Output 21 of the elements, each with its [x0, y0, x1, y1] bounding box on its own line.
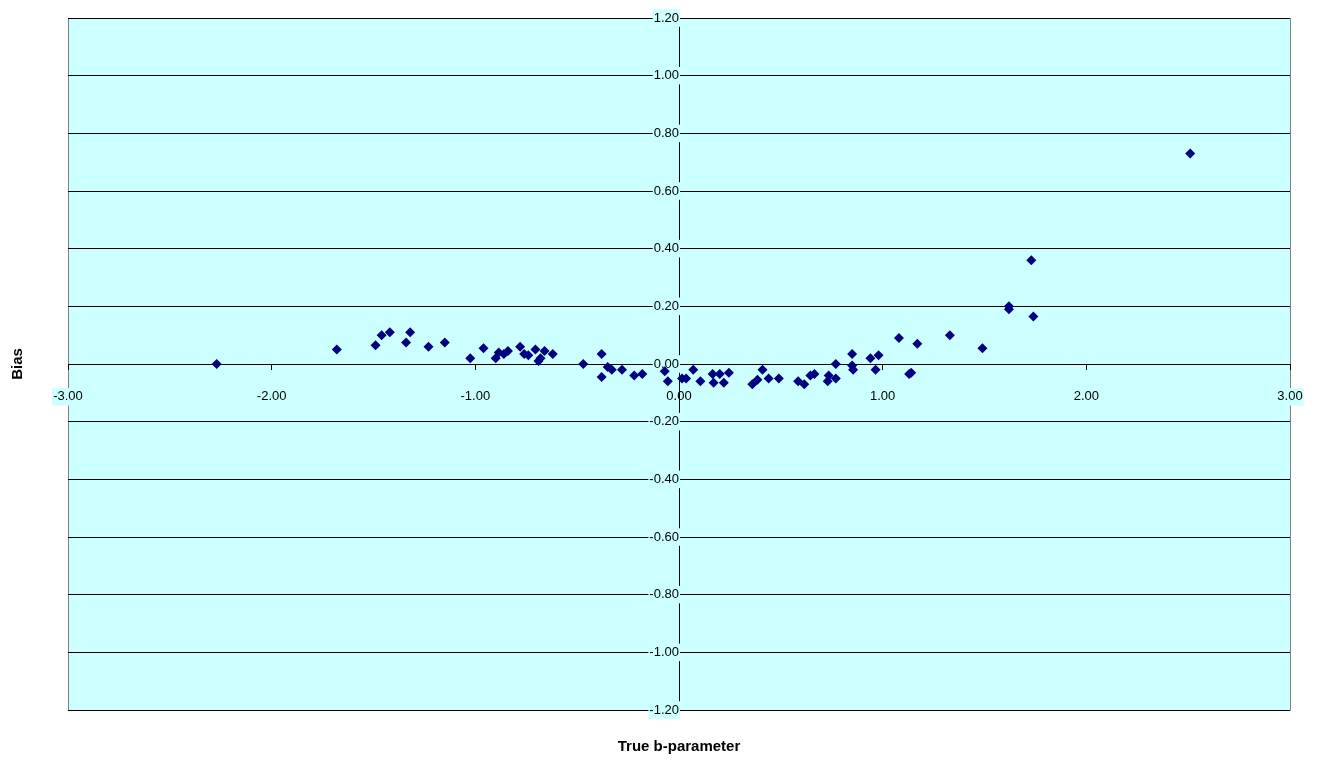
y-tick-label: -0.20: [649, 413, 679, 429]
x-tick-label: -2.00: [256, 388, 287, 404]
y-tick-label: -0.80: [649, 586, 679, 602]
y-tick-label: -1.00: [649, 643, 679, 659]
y-axis-title: Bias: [8, 348, 26, 380]
x-tick-label: 2.00: [1073, 388, 1099, 404]
x-tick-label: 3.00: [1277, 388, 1303, 404]
y-tick-label: 1.00: [653, 67, 679, 83]
y-tick-label: 0.00: [653, 355, 679, 371]
x-tick-label: -1.00: [460, 388, 491, 404]
y-tick-label: 0.20: [653, 297, 679, 313]
y-tick-label: -0.60: [649, 528, 679, 544]
y-tick-label: 0.60: [653, 182, 679, 198]
y-tick-label: -0.40: [649, 470, 679, 486]
x-axis-title: True b-parameter: [617, 737, 741, 755]
y-tick-label: -1.20: [649, 701, 679, 717]
y-tick-label: 0.80: [653, 124, 679, 140]
y-tick-label: 1.20: [653, 9, 679, 25]
x-tick-label: -3.00: [53, 388, 83, 404]
y-tick-label: 0.40: [653, 240, 679, 256]
x-tick-label: 1.00: [870, 388, 896, 404]
